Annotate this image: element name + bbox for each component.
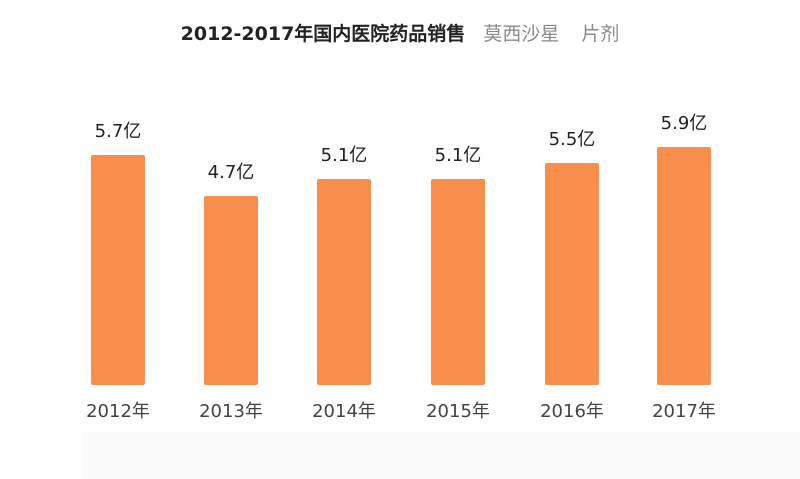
chart-title-main: 2012-2017年国内医院药品销售 (180, 23, 466, 45)
footer-background (82, 432, 800, 479)
x-axis-tick-label: 2016年 (540, 401, 604, 422)
x-axis-tick-label: 2013年 (199, 401, 263, 422)
bar-value-label: 5.7亿 (94, 121, 142, 142)
chart-title-drug: 莫西沙星 (483, 23, 560, 45)
bar-value-label: 5.9亿 (660, 113, 708, 134)
x-axis-tick-label: 2014年 (312, 401, 376, 422)
bar-value-label: 5.1亿 (434, 145, 482, 166)
bar (204, 196, 258, 385)
chart-title-form: 片剂 (581, 23, 620, 45)
bar-value-label: 5.5亿 (548, 129, 596, 150)
chart-title: 2012-2017年国内医院药品销售 莫西沙星 片剂 (0, 20, 800, 48)
bar (91, 155, 145, 385)
bar (431, 179, 485, 385)
bar (657, 147, 711, 385)
bar-value-label: 4.7亿 (207, 162, 255, 183)
x-axis-tick-label: 2017年 (652, 401, 716, 422)
bar (317, 179, 371, 385)
bar-value-label: 5.1亿 (320, 145, 368, 166)
x-axis-tick-label: 2015年 (426, 401, 490, 422)
x-axis-tick-label: 2012年 (86, 401, 150, 422)
bar (545, 163, 599, 385)
